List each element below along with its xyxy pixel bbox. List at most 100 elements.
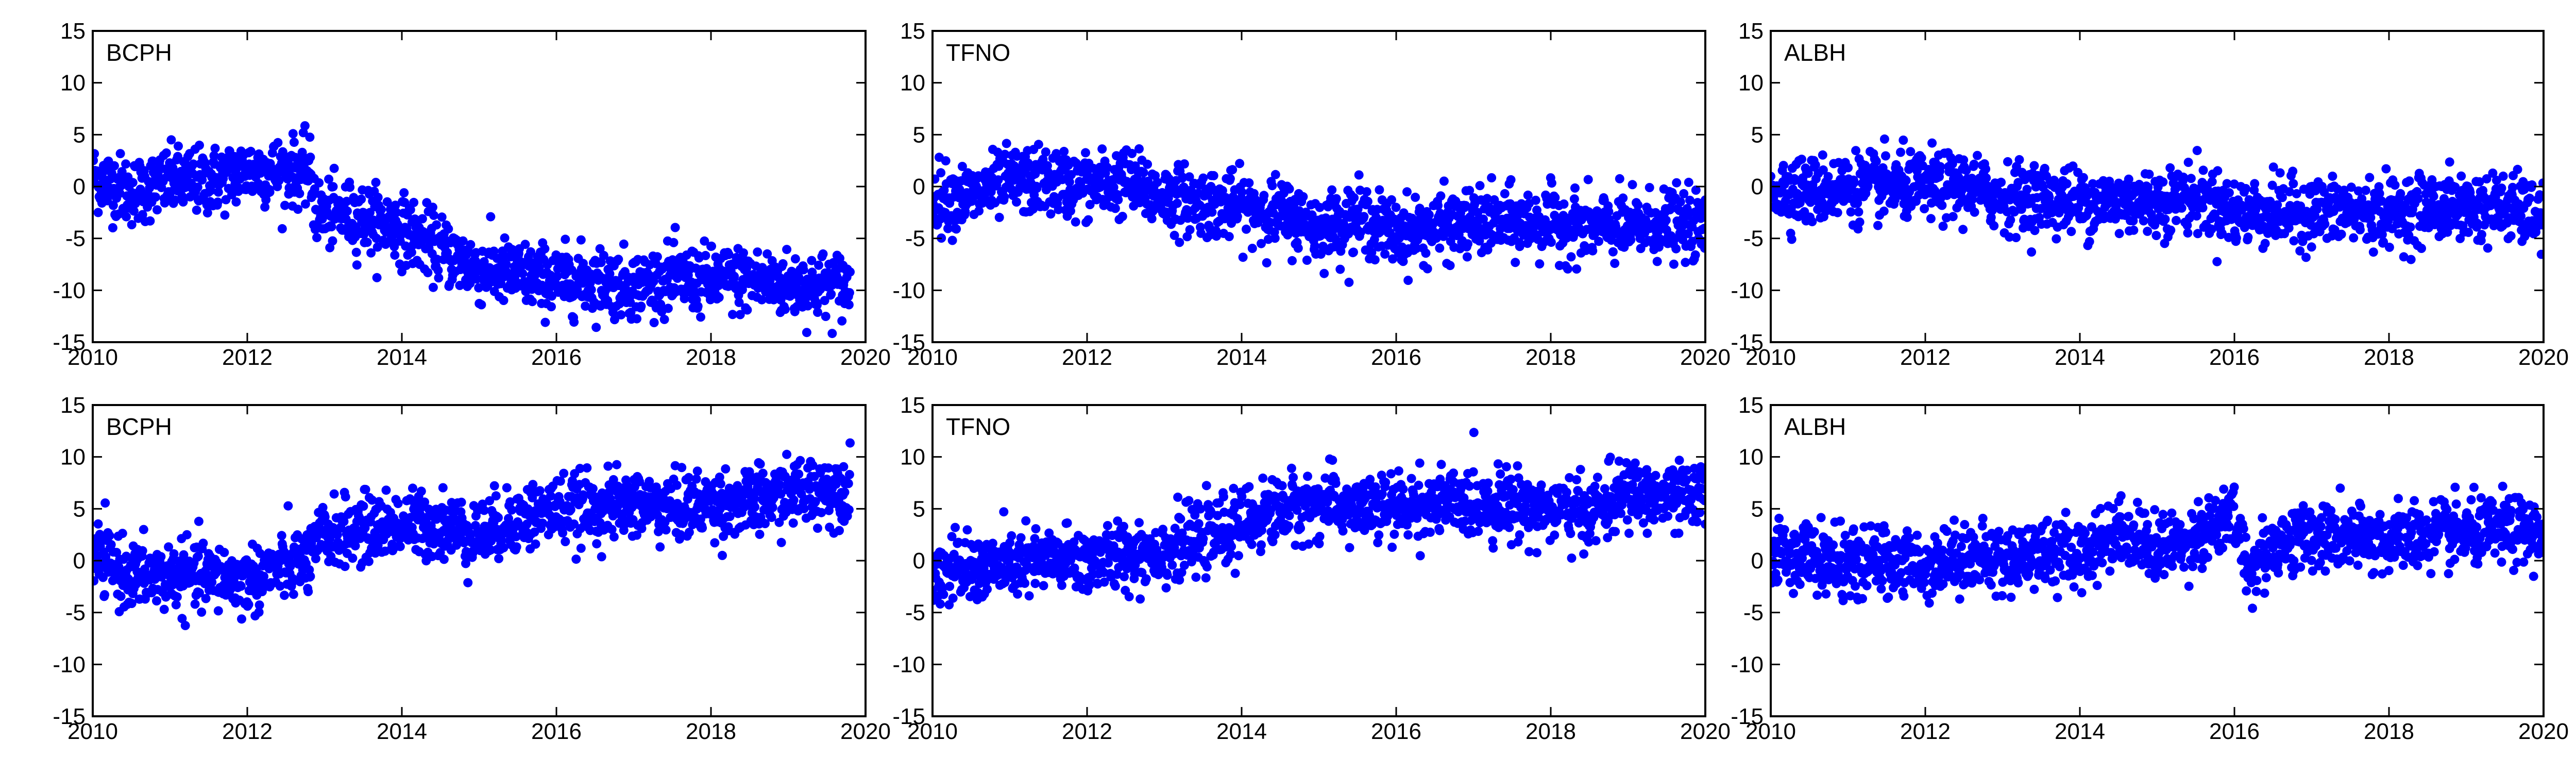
data-point <box>129 206 139 216</box>
data-point <box>381 485 391 495</box>
data-point <box>994 212 1004 222</box>
y-tick-label: -10 <box>1731 278 1764 303</box>
data-point <box>1683 229 1693 239</box>
data-point <box>152 596 161 605</box>
data-point <box>2368 247 2378 257</box>
data-point <box>219 548 229 558</box>
data-point <box>1000 149 1010 159</box>
data-point <box>2260 239 2270 248</box>
data-point <box>1970 207 1979 217</box>
data-point <box>1937 200 1947 210</box>
data-point <box>1969 159 1979 169</box>
data-point <box>275 581 285 591</box>
data-point <box>2129 225 2139 235</box>
y-tick-label: -5 <box>65 226 86 251</box>
data-point <box>1690 250 1700 260</box>
data-point <box>1173 198 1182 208</box>
data-point <box>1701 195 1705 205</box>
data-point <box>2193 229 2202 239</box>
y-tick-label: 15 <box>1738 19 1764 44</box>
data-point <box>115 188 125 198</box>
x-tick-label: 2020 <box>840 345 891 370</box>
data-point <box>1359 212 1369 222</box>
data-point <box>409 197 419 207</box>
data-point <box>1823 172 1833 181</box>
data-point <box>1081 148 1090 158</box>
data-point <box>2066 227 2076 237</box>
data-point <box>312 233 321 243</box>
data-point <box>260 202 270 212</box>
data-point <box>2365 173 2375 182</box>
panel-1-bcph: 2010 2012 2014 2016 2018 2020151050-5-10-15BC… <box>53 19 891 370</box>
data-point <box>161 148 171 158</box>
data-point <box>1335 264 1345 274</box>
data-point <box>340 562 350 571</box>
data-point <box>1879 206 1889 216</box>
data-point <box>1699 224 1705 233</box>
data-point <box>1462 252 1472 262</box>
data-point <box>1506 175 1516 184</box>
y-tick-label: -5 <box>905 226 925 251</box>
data-point <box>2527 180 2537 190</box>
data-point <box>2399 252 2409 262</box>
x-tick-label: 2014 <box>2055 345 2105 370</box>
data-point <box>2165 163 2175 173</box>
data-point <box>1927 138 1937 148</box>
data-point <box>1287 256 1297 265</box>
data-point <box>1237 187 1247 197</box>
data-point <box>2243 232 2253 242</box>
y-tick-label: 5 <box>913 122 925 147</box>
data-point <box>2143 182 2153 192</box>
data-point <box>306 571 315 581</box>
data-point <box>2301 253 2311 262</box>
data-point <box>2151 231 2161 240</box>
data-point <box>280 591 289 600</box>
data-point <box>193 551 203 561</box>
data-point <box>739 248 748 258</box>
data-point <box>416 486 426 496</box>
data-point <box>2477 230 2486 240</box>
data-point <box>1463 239 1472 249</box>
data-point <box>164 542 174 552</box>
data-point <box>1184 172 1194 182</box>
data-point <box>100 590 110 600</box>
data-point <box>389 242 399 251</box>
data-point <box>993 175 1003 185</box>
data-point <box>941 156 951 166</box>
data-point <box>399 188 409 198</box>
data-point <box>237 614 246 624</box>
x-tick-label: 2014 <box>1216 345 1267 370</box>
data-point <box>1550 193 1560 203</box>
data-point <box>110 161 119 171</box>
data-point <box>780 305 790 314</box>
data-point <box>669 238 679 247</box>
x-tick-label: 2012 <box>1062 345 1112 370</box>
data-point <box>1834 158 1843 167</box>
data-point <box>1331 194 1341 204</box>
data-point <box>139 525 148 534</box>
data-point <box>2536 249 2544 259</box>
data-point <box>1938 222 1948 231</box>
data-point <box>1363 197 1372 206</box>
data-point <box>663 304 673 313</box>
data-point <box>121 159 131 169</box>
data-point <box>107 169 116 178</box>
data-point <box>1367 248 1377 257</box>
data-point <box>812 300 822 310</box>
data-point <box>595 244 605 254</box>
data-point <box>179 550 189 560</box>
data-point <box>1818 150 1827 160</box>
data-point <box>1700 243 1705 253</box>
data-point <box>1661 215 1671 225</box>
data-point <box>599 250 608 260</box>
data-point <box>2346 182 2356 192</box>
data-point <box>1566 252 1576 262</box>
data-point <box>1675 197 1685 207</box>
data-point <box>244 600 253 610</box>
data-point <box>952 224 961 234</box>
data-point <box>305 132 315 142</box>
data-point <box>2284 187 2294 197</box>
data-point <box>2144 170 2154 179</box>
panel-3-albh: 2010 2012 2014 2016 2018 2020151050-5-10-15AL… <box>1731 19 2569 370</box>
data-point <box>844 300 854 310</box>
